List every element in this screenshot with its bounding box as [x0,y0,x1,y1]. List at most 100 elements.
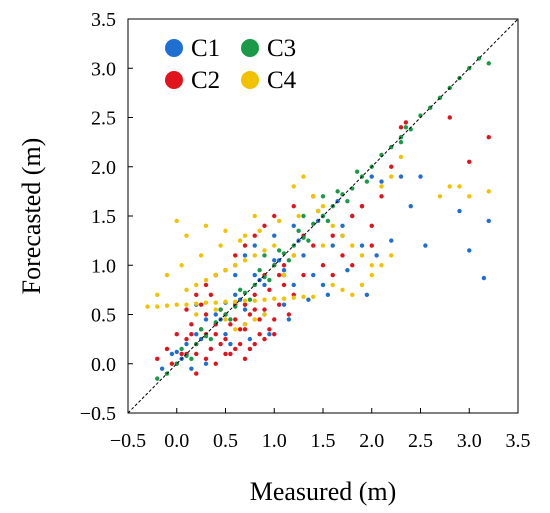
point-c4 [359,253,365,258]
point-c2 [189,332,194,337]
point-c3 [281,251,287,256]
legend-label-c2: C2 [191,67,220,94]
point-c2 [228,351,233,357]
point-c4 [213,272,218,278]
point-c2 [155,356,160,362]
point-c1 [389,238,394,243]
point-c2 [320,263,326,268]
point-c1 [281,302,287,307]
point-c2 [350,213,355,219]
point-c4 [237,238,243,243]
y-tick-label: 0.0 [91,354,116,376]
point-c2 [330,272,335,278]
point-c2 [213,361,218,366]
point-c1 [369,174,374,179]
point-c2 [242,302,248,307]
legend-label-c1: C1 [191,35,220,62]
point-c4 [218,243,223,248]
point-c4 [330,282,335,288]
x-tick-label: −0.5 [110,430,146,452]
point-c3 [335,189,340,194]
point-c4 [252,253,257,258]
point-c3 [306,238,311,243]
point-c1 [213,312,218,317]
point-c4 [359,282,365,288]
point-c3 [345,199,350,204]
point-c4 [340,287,345,293]
point-c3 [403,125,409,130]
point-c4 [194,282,199,288]
point-c4 [203,277,209,283]
point-c2 [301,272,306,278]
point-c4 [174,218,179,224]
point-c1 [418,174,423,179]
point-c4 [291,295,296,300]
point-c4 [252,317,257,322]
point-c3 [218,307,223,312]
point-c4 [164,272,170,278]
point-c2 [213,332,218,337]
point-c4 [315,208,321,214]
point-c3 [247,297,253,302]
y-tick-label: 3.0 [91,58,116,80]
point-c1 [159,366,165,371]
y-tick-label: 1.5 [91,206,116,228]
y-tick-label: −0.5 [80,403,116,425]
point-c2 [291,203,296,209]
point-c1 [359,243,365,248]
point-c4 [350,243,355,248]
point-c3 [155,376,160,381]
point-c1 [223,332,228,337]
point-c1 [174,349,179,355]
point-c1 [374,253,379,258]
point-c3 [320,194,326,199]
point-c4 [242,298,248,303]
point-c4 [179,263,184,268]
point-c3 [257,267,262,273]
x-tick-label: 3.0 [457,430,482,452]
point-c1 [242,307,248,312]
point-c4 [233,299,238,304]
point-c4 [320,203,326,209]
x-axis-title: Measured (m) [250,477,397,506]
point-c2 [223,336,228,342]
point-c3 [189,356,194,362]
point-c3 [267,277,272,283]
point-c2 [242,327,248,332]
legend-marker-c2 [165,71,183,89]
point-c4 [213,307,218,312]
point-c1 [291,223,296,229]
point-c2 [164,346,170,352]
point-c2 [169,361,175,366]
point-c3 [203,333,209,339]
point-c2 [267,327,272,332]
point-c2 [267,287,272,293]
point-c3 [486,61,491,66]
point-c4 [155,292,160,297]
point-c4 [194,301,199,306]
point-c2 [252,233,257,238]
point-c2 [262,223,267,229]
point-c2 [467,159,472,165]
point-c1 [457,208,462,214]
point-c1 [262,282,267,288]
x-tick-label: 0.5 [213,430,238,452]
point-c2 [233,346,238,352]
point-c2 [184,307,189,312]
point-c4 [486,189,491,194]
point-c1 [194,332,199,337]
point-c2 [350,263,355,268]
point-c4 [369,263,374,268]
point-c4 [174,302,179,307]
point-c1 [247,336,253,342]
point-c4 [311,294,316,299]
legend-label-c4: C4 [267,67,297,94]
point-c4 [272,243,277,248]
point-c1 [423,243,428,248]
point-c2 [379,194,384,199]
point-c4 [320,243,326,248]
point-c1 [203,317,209,322]
point-c3 [262,253,267,258]
point-c3 [398,139,404,145]
point-c1 [184,341,189,347]
